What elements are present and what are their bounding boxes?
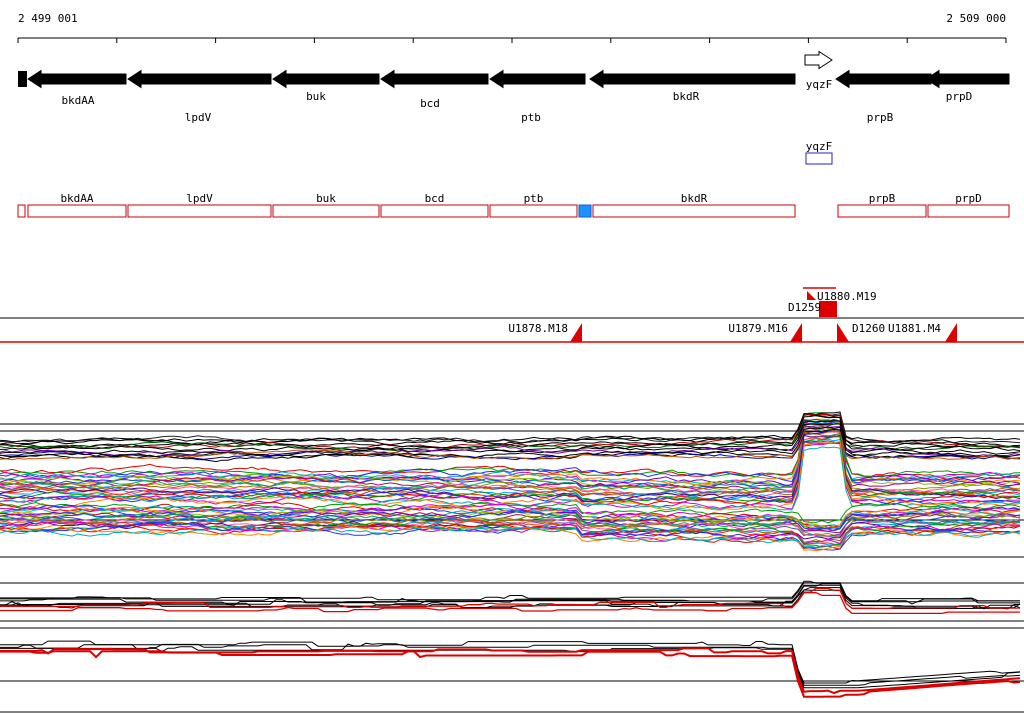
expression-trace-color-lower bbox=[0, 521, 1021, 551]
expression-trace-dark-top bbox=[0, 411, 1021, 445]
segment-label-D1260[interactable]: D1260 bbox=[852, 322, 885, 335]
expression-trace-color-upper bbox=[0, 430, 1021, 493]
gene-label-prpD[interactable]: prpD bbox=[946, 90, 973, 103]
segment-boundary-marker bbox=[837, 323, 849, 342]
gene-arrow-prpB[interactable] bbox=[835, 69, 932, 89]
expression-trace-dark-top bbox=[0, 413, 1021, 448]
expression-trace-red-mid bbox=[0, 592, 1020, 615]
expression-trace-color-upper bbox=[0, 412, 1021, 480]
expression-trace-color-upper bbox=[0, 434, 1021, 503]
expression-trace-color-lower bbox=[0, 525, 1021, 548]
gene-label-ptb[interactable]: ptb bbox=[521, 111, 541, 124]
feature-box-yqzF[interactable] bbox=[805, 152, 833, 165]
expression-trace-color-upper bbox=[0, 440, 1021, 511]
region-box-buk[interactable] bbox=[272, 204, 380, 218]
gene-label-bkdAA[interactable]: bkdAA bbox=[61, 94, 94, 107]
segment-red-block bbox=[819, 301, 837, 317]
region-label-lpdV[interactable]: lpdV bbox=[186, 192, 213, 205]
segment-label-D1259[interactable]: D1259 bbox=[788, 301, 821, 314]
expression-trace-color-lower bbox=[0, 505, 1021, 528]
expression-trace-black-mid bbox=[0, 582, 1020, 605]
feature-label-yqzF[interactable]: yqzF bbox=[806, 140, 833, 153]
expression-trace-black-low bbox=[0, 643, 1021, 686]
region-box-bcd[interactable] bbox=[380, 204, 489, 218]
ruler-end-label: 2 509 000 bbox=[946, 12, 1006, 25]
segment-label-U1880.M19[interactable]: U1880.M19 bbox=[817, 290, 877, 303]
region-label-bcd[interactable]: bcd bbox=[425, 192, 445, 205]
expression-trace-dark-top bbox=[0, 413, 1021, 450]
expression-trace-red-low bbox=[0, 650, 1021, 698]
gene-label-yqzF[interactable]: yqzF bbox=[806, 78, 833, 91]
region-label-bkdR[interactable]: bkdR bbox=[681, 192, 708, 205]
expression-trace-color-upper bbox=[0, 425, 1021, 493]
gene-label-lpdV[interactable]: lpdV bbox=[185, 111, 212, 124]
expression-trace-color-lower bbox=[0, 511, 1021, 536]
expression-trace-dark-top bbox=[0, 420, 1021, 454]
segment-boundary-marker bbox=[570, 323, 582, 342]
region-box-prpD[interactable] bbox=[927, 204, 1010, 218]
expression-trace-color-lower bbox=[0, 501, 1021, 524]
region-box-bkdAA[interactable] bbox=[27, 204, 127, 218]
region-box-lpdV[interactable] bbox=[127, 204, 272, 218]
expression-trace-black-mid bbox=[0, 587, 1020, 610]
expression-trace-color-lower bbox=[0, 517, 1021, 543]
expression-trace-black-mid bbox=[0, 580, 1020, 602]
segment-label-U1881.M4[interactable]: U1881.M4 bbox=[888, 322, 941, 335]
expression-trace-black-mid bbox=[0, 584, 1021, 609]
segment-label-U1878.M18[interactable]: U1878.M18 bbox=[508, 322, 568, 335]
gene-arrow-ptb[interactable] bbox=[489, 69, 586, 89]
expression-trace-color-upper bbox=[0, 446, 1021, 511]
segment-boundary-marker bbox=[945, 323, 957, 342]
gene-arrow-buk[interactable] bbox=[272, 69, 380, 89]
region-box-prpB[interactable] bbox=[837, 204, 927, 218]
region-label-prpB[interactable]: prpB bbox=[869, 192, 896, 205]
gene-label-bkdR[interactable]: bkdR bbox=[673, 90, 700, 103]
gene-arrow-yqzF[interactable] bbox=[804, 50, 833, 70]
gene-label-prpB[interactable]: prpB bbox=[867, 111, 894, 124]
region-label-buk[interactable]: buk bbox=[316, 192, 336, 205]
expression-trace-dark-top bbox=[0, 425, 1021, 457]
expression-trace-red-mid bbox=[0, 587, 1020, 610]
region-label-ptb[interactable]: ptb bbox=[524, 192, 544, 205]
expression-trace-dark-top bbox=[0, 418, 1021, 452]
region-box-ptb[interactable] bbox=[489, 204, 578, 218]
expression-trace-dark-top bbox=[0, 430, 1021, 461]
expression-trace-dark-top bbox=[0, 412, 1021, 445]
expression-trace-dark-top bbox=[0, 423, 1021, 457]
expression-trace-color-lower bbox=[0, 521, 1021, 545]
gene-arrow-bkdR[interactable] bbox=[589, 69, 796, 89]
expression-trace-color-lower bbox=[0, 511, 1021, 532]
gene-label-buk[interactable]: buk bbox=[306, 90, 326, 103]
region-label-bkdAA[interactable]: bkdAA bbox=[60, 192, 93, 205]
region-box-partial-left[interactable] bbox=[17, 204, 26, 218]
gene-arrow-prpD[interactable] bbox=[925, 69, 1010, 89]
expression-trace-dark-top bbox=[0, 414, 1021, 449]
expression-trace-dark-top bbox=[0, 428, 1021, 463]
expression-trace-color-lower bbox=[0, 520, 1021, 548]
gene-arrow-bcd[interactable] bbox=[380, 69, 489, 89]
ruler-start-label: 2 499 001 bbox=[18, 12, 78, 25]
region-label-prpD[interactable]: prpD bbox=[955, 192, 982, 205]
segment-boundary-marker bbox=[790, 323, 802, 342]
expression-trace-color-lower bbox=[0, 510, 1021, 532]
segment-flag bbox=[807, 291, 816, 300]
gene-arrow-lpdV[interactable] bbox=[127, 69, 272, 89]
region-box-bkdR[interactable] bbox=[592, 204, 796, 218]
gene-arrow-bkdAA[interactable] bbox=[27, 69, 127, 89]
gene-label-bcd[interactable]: bcd bbox=[420, 97, 440, 110]
segment-label-U1879.M16[interactable]: U1879.M16 bbox=[728, 322, 788, 335]
gene-arrow-partial[interactable] bbox=[18, 71, 27, 87]
region-box-blue-segment[interactable] bbox=[578, 204, 592, 218]
